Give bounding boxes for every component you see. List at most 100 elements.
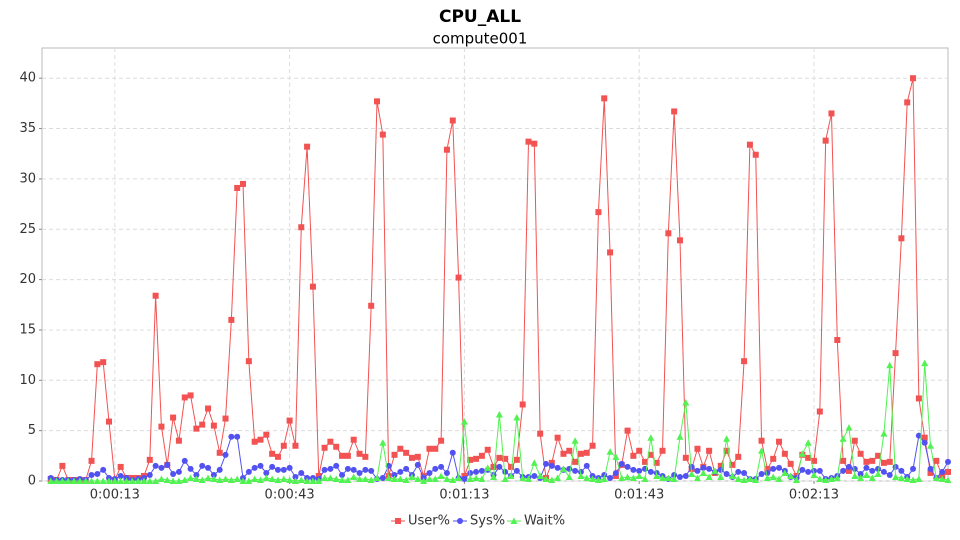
marker <box>460 418 468 425</box>
marker <box>688 470 696 477</box>
legend-label: Sys% <box>470 514 505 529</box>
marker <box>339 452 346 459</box>
marker <box>175 437 182 444</box>
marker <box>146 477 154 484</box>
y-tick-label: 30 <box>19 171 36 186</box>
marker <box>775 475 783 482</box>
marker <box>455 274 462 281</box>
y-tick-label: 25 <box>19 222 36 237</box>
marker <box>600 475 608 482</box>
marker <box>466 475 474 482</box>
marker <box>559 465 567 472</box>
marker <box>938 475 946 482</box>
marker <box>298 469 305 476</box>
marker <box>169 477 177 484</box>
marker <box>420 477 428 484</box>
marker <box>694 467 701 474</box>
marker <box>303 477 311 484</box>
marker <box>787 472 795 479</box>
marker <box>286 417 293 424</box>
marker <box>735 468 742 475</box>
marker <box>769 473 777 480</box>
marker <box>612 469 619 476</box>
marker <box>280 442 287 449</box>
marker <box>333 462 340 469</box>
marker <box>274 453 281 460</box>
marker <box>741 358 748 365</box>
marker <box>100 359 107 366</box>
marker <box>484 464 492 471</box>
marker <box>408 473 416 480</box>
marker <box>577 450 584 457</box>
marker <box>607 474 614 481</box>
marker <box>764 465 771 472</box>
marker <box>594 476 602 483</box>
marker <box>140 477 148 484</box>
marker <box>501 475 509 482</box>
marker <box>565 473 573 480</box>
marker <box>397 445 404 452</box>
marker <box>373 474 381 481</box>
marker <box>437 472 445 479</box>
marker <box>682 398 690 406</box>
marker <box>443 469 450 476</box>
marker <box>327 438 334 445</box>
y-tick-label: 15 <box>19 322 36 337</box>
marker <box>904 99 911 106</box>
marker <box>379 131 386 138</box>
marker <box>851 437 858 444</box>
marker <box>548 462 555 469</box>
marker <box>106 418 113 425</box>
marker <box>636 467 643 474</box>
marker <box>350 473 358 480</box>
marker <box>269 450 276 457</box>
marker <box>723 447 730 454</box>
marker <box>816 467 823 474</box>
marker <box>344 476 352 483</box>
marker <box>589 442 596 449</box>
marker <box>589 475 597 482</box>
marker <box>880 468 887 475</box>
marker <box>205 464 212 471</box>
marker <box>776 438 783 445</box>
marker <box>117 463 124 470</box>
marker <box>204 474 212 481</box>
marker <box>915 475 923 482</box>
marker <box>88 471 95 478</box>
marker <box>530 459 538 466</box>
marker <box>548 476 556 483</box>
marker <box>396 475 404 482</box>
marker <box>274 466 281 473</box>
marker <box>268 475 276 482</box>
marker <box>659 474 667 481</box>
marker <box>397 468 404 475</box>
x-tick-label: 0:00:13 <box>90 488 140 503</box>
marker <box>134 477 142 484</box>
marker <box>47 477 55 484</box>
marker <box>344 452 351 459</box>
marker <box>758 470 765 477</box>
marker <box>572 458 579 465</box>
marker <box>333 443 340 450</box>
marker <box>944 476 952 483</box>
marker <box>531 140 538 147</box>
marker <box>239 477 247 484</box>
plot-area <box>41 47 949 482</box>
marker <box>886 471 893 478</box>
marker <box>746 475 754 482</box>
marker <box>146 471 153 478</box>
marker <box>403 449 410 456</box>
marker <box>321 444 328 451</box>
marker <box>537 430 544 437</box>
marker <box>152 462 159 469</box>
marker <box>513 467 520 474</box>
marker <box>414 453 421 460</box>
marker <box>402 476 410 483</box>
series <box>47 432 951 483</box>
x-tick-label: 0:00:43 <box>265 488 315 503</box>
marker <box>869 467 876 474</box>
marker <box>740 476 748 483</box>
marker <box>338 476 346 483</box>
marker <box>752 151 759 158</box>
